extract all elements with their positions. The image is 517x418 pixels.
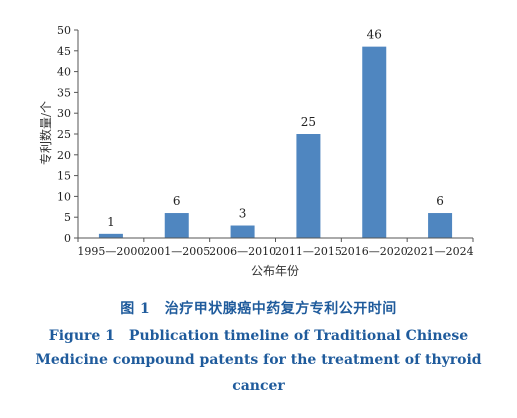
bar-value-label: 3	[239, 207, 247, 221]
y-tick-label: 10	[57, 190, 71, 203]
bar-value-label: 6	[173, 194, 181, 208]
x-tick-label: 2016—2020	[341, 245, 408, 258]
x-tick-label: 2006—2010	[209, 245, 276, 258]
y-tick-label: 0	[64, 232, 71, 245]
x-tick-label: 1995—2000	[77, 245, 144, 258]
x-axis-title: 公布年份	[251, 264, 299, 278]
y-tick-label: 35	[57, 86, 71, 99]
bar	[164, 213, 189, 238]
y-tick-label: 5	[64, 211, 71, 224]
y-tick-label: 40	[57, 66, 71, 79]
data-labels: 1 6 3 25 46 6	[107, 28, 444, 229]
figure-caption-english-line-1: Figure 1 Publication timeline of Traditi…	[48, 328, 469, 344]
y-axis-title: 专利数量/个	[38, 101, 53, 165]
y-tick-label: 30	[57, 107, 71, 120]
y-tick-label: 20	[57, 149, 71, 162]
x-tick-label: 2011—2015	[275, 245, 342, 258]
x-tick-label: 2021—2024	[407, 245, 474, 258]
figure-caption-chinese: 图 1 治疗甲状腺癌中药复方专利公开时间	[120, 301, 397, 317]
y-axis: 0 5 10 15 20 25 30 35 40 45 50	[57, 24, 79, 245]
figure-caption-english-line-3: cancer	[232, 378, 285, 394]
figure-caption-english-line-2: Medicine compound patents for the treatm…	[35, 352, 482, 368]
x-axis: 1995—20002001—20052006—20102011—20152016…	[77, 237, 474, 258]
y-tick-label: 25	[57, 128, 71, 141]
bar	[98, 233, 123, 238]
y-tick-label: 15	[57, 170, 71, 183]
bar-value-label: 25	[301, 115, 316, 129]
bar-value-label: 1	[107, 215, 115, 229]
y-tick-label: 45	[57, 45, 71, 58]
bar	[428, 213, 453, 238]
bar	[230, 225, 255, 238]
bar	[296, 134, 321, 238]
bar	[362, 46, 387, 238]
bar-value-label: 6	[436, 194, 444, 208]
y-tick-label: 50	[57, 24, 71, 37]
bar-value-label: 46	[367, 28, 382, 42]
bars	[98, 46, 453, 238]
x-tick-label: 2001—2005	[143, 245, 210, 258]
